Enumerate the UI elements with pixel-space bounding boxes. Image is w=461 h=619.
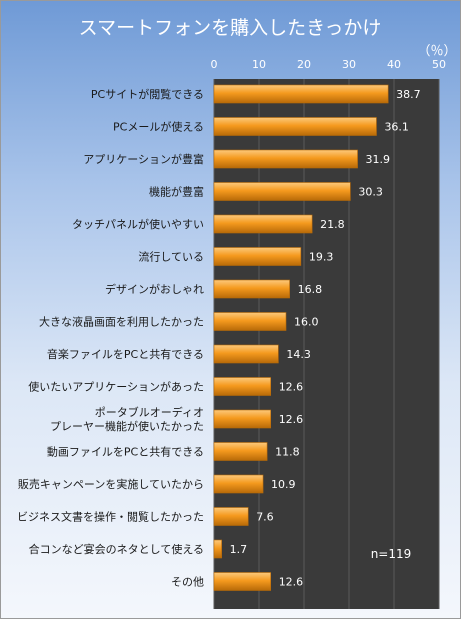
category-label: 大きな液晶画面を利用したかった xyxy=(39,315,204,329)
value-label: 7.6 xyxy=(256,511,274,524)
category-label: 動画ファイルをPCと共有できる xyxy=(47,445,204,459)
category-label: 使いたいアプリケーションがあった xyxy=(28,380,204,394)
category-label: PCサイトが閲覧できる xyxy=(91,87,204,101)
value-label: 12.6 xyxy=(279,413,304,426)
value-labels: 38.7 36.1 31.9 30.3 21.8 19.3 16.8 16.0 14.3 12.6… xyxy=(230,88,421,589)
x-tick-label: 0 xyxy=(211,58,218,71)
value-label: 11.8 xyxy=(275,446,300,459)
bar xyxy=(213,84,389,104)
bar xyxy=(213,377,272,396)
value-label: 14.3 xyxy=(286,348,311,361)
value-label: 12.6 xyxy=(279,381,304,394)
bar xyxy=(213,182,351,201)
category-label: 音楽ファイルをPCと共有できる xyxy=(47,347,204,361)
bar xyxy=(213,247,302,266)
bar xyxy=(213,344,279,364)
x-tick-label: 10 xyxy=(252,58,266,71)
bar xyxy=(213,572,272,591)
bar xyxy=(213,312,287,331)
x-tick-label: 20 xyxy=(297,58,311,71)
category-label: PCメールが使える xyxy=(113,120,204,134)
value-label: 1.7 xyxy=(230,543,248,556)
bar xyxy=(213,214,313,234)
value-label: 10.9 xyxy=(271,478,296,491)
unit-label: （％） xyxy=(417,44,456,59)
value-label: 21.8 xyxy=(320,218,345,231)
bar xyxy=(213,409,272,429)
value-label: 31.9 xyxy=(366,153,391,166)
x-tick-label: 30 xyxy=(342,58,356,71)
category-label: タッチパネルが使いやすい xyxy=(72,217,204,231)
category-label: ビジネス文書を操作・閲覧したかった xyxy=(17,510,204,524)
value-label: 16.8 xyxy=(298,283,323,296)
x-tick-label: 40 xyxy=(387,58,401,71)
category-label: ポータブルオーディオプレーヤー機能が使いたかった xyxy=(50,405,204,433)
category-label: 機能が豊富 xyxy=(149,185,204,199)
bar xyxy=(213,507,249,526)
bars xyxy=(213,84,389,591)
bar xyxy=(213,474,264,494)
category-label: デザインがおしゃれ xyxy=(105,282,204,296)
value-label: 12.6 xyxy=(279,576,304,589)
category-label: アプリケーションが豊富 xyxy=(83,152,204,166)
category-label: 流行している xyxy=(138,250,204,264)
category-labels: PCサイトが閲覧できる PCメールが使えるアプリケーションが豊富機能が豊富タッチパ… xyxy=(17,87,204,589)
bar xyxy=(213,279,290,299)
value-label: 38.7 xyxy=(396,88,421,101)
bar xyxy=(213,117,377,136)
category-label: 販売キャンペーンを実施していたから xyxy=(18,477,204,491)
category-label: 合コンなど宴会のネタとして使える xyxy=(29,542,204,556)
value-label: 36.1 xyxy=(384,121,409,134)
value-label: 30.3 xyxy=(358,186,383,199)
x-tick-label: 50 xyxy=(432,58,446,71)
sample-size-note: n=119 xyxy=(371,547,412,561)
chart-title: スマートフォンを購入したきっかけ xyxy=(79,17,382,39)
bar xyxy=(213,442,268,461)
bar xyxy=(213,149,358,169)
category-label: その他 xyxy=(171,576,204,589)
value-label: 19.3 xyxy=(309,251,334,264)
x-axis-ticks: 0 10 20 30 40 50 xyxy=(211,58,447,71)
value-label: 16.0 xyxy=(294,316,319,329)
bar xyxy=(213,539,222,559)
